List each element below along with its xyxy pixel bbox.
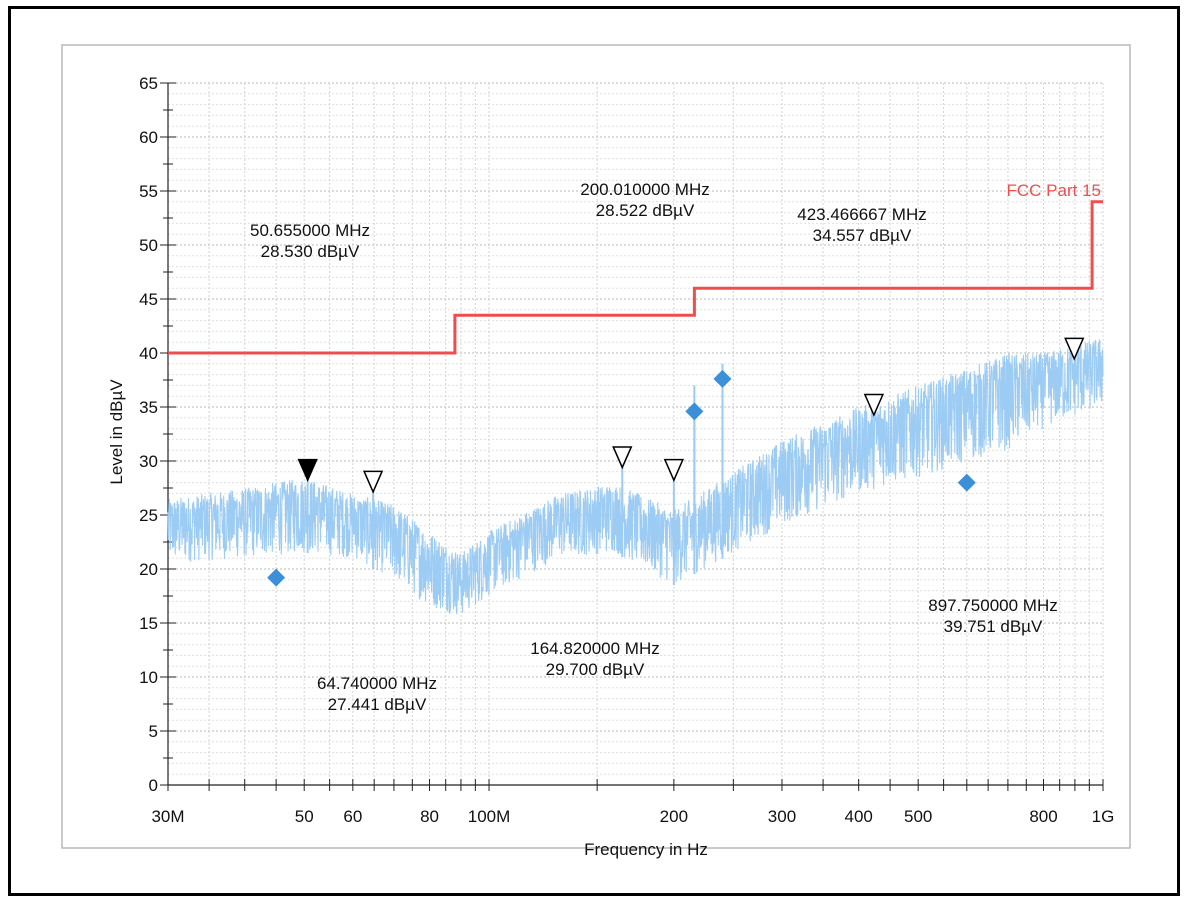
x-axis-title: Frequency in Hz	[584, 840, 708, 859]
peak-markers	[297, 337, 1085, 494]
quasi-peak-diamond	[267, 568, 286, 587]
quasi-peak-diamond	[685, 402, 704, 421]
marker-label-frequency: 897.750000 MHz	[928, 596, 1057, 615]
peak-marker-open	[612, 446, 633, 470]
x-tick-label: 80	[420, 807, 439, 826]
x-tick-label: 100M	[468, 807, 511, 826]
marker-label-level: 29.700 dBµV	[546, 660, 645, 679]
quasi-peak-diamond	[957, 473, 976, 492]
chart-panel	[61, 44, 1131, 849]
y-tick-label: 55	[139, 182, 158, 201]
y-axis-title: Level in dBµV	[107, 379, 126, 485]
peak-marker-open	[1064, 337, 1085, 361]
peak-marker-filled	[297, 458, 318, 482]
y-tick-label: 60	[139, 128, 158, 147]
y-tick-label: 25	[139, 506, 158, 525]
limit-line-group: FCC Part 15	[168, 181, 1103, 355]
peak-marker-open	[663, 458, 685, 483]
marker-label-frequency: 164.820000 MHz	[530, 639, 659, 658]
x-tick-label: 800	[1029, 807, 1057, 826]
marker-label-level: 28.530 dBµV	[261, 242, 360, 261]
marker-label-frequency: 200.010000 MHz	[580, 180, 709, 199]
axes: 0 5 10 15 20 25 30 35 40 45 50 55 60 65 30M 50 60 80 100M 2…	[139, 74, 1114, 826]
y-tick-label: 45	[139, 290, 158, 309]
x-tick-label: 50	[295, 807, 314, 826]
marker-label-frequency: 50.655000 MHz	[250, 221, 370, 240]
x-tick-label: 60	[343, 807, 362, 826]
y-tick-label: 35	[139, 398, 158, 417]
marker-label-level: 34.557 dBµV	[813, 226, 912, 245]
y-tick-label: 40	[139, 344, 158, 363]
marker-label-level: 39.751 dBµV	[944, 617, 1043, 636]
peak-marker-open	[362, 470, 384, 494]
x-tick-label: 300	[768, 807, 796, 826]
marker-label-level: 28.522 dBµV	[596, 201, 695, 220]
y-tick-label: 30	[139, 452, 158, 471]
x-tick-label: 1G	[1092, 807, 1115, 826]
y-tick-label: 5	[149, 722, 158, 741]
x-tick-label: 500	[904, 807, 932, 826]
limit-line	[168, 200, 1103, 355]
y-tick-label: 0	[149, 776, 158, 795]
y-tick-label: 10	[139, 668, 158, 687]
trace-line	[167, 339, 1104, 615]
marker-label-frequency: 423.466667 MHz	[797, 205, 926, 224]
y-tick-label: 15	[139, 614, 158, 633]
y-tick-label: 20	[139, 560, 158, 579]
marker-labels: 50.655000 MHz 28.530 dBµV 64.740000 MHz 27.…	[250, 180, 1058, 714]
x-tick-label: 400	[844, 807, 872, 826]
quasi-peak-diamond	[713, 369, 732, 388]
limit-line-label: FCC Part 15	[1007, 181, 1101, 200]
peak-marker-open	[863, 393, 885, 417]
y-tick-label: 50	[139, 236, 158, 255]
x-tick-label: 30M	[151, 807, 184, 826]
y-tick-label: 65	[139, 74, 158, 93]
quasi-peak-points	[267, 369, 976, 587]
x-tick-label: 200	[660, 807, 688, 826]
marker-label-level: 27.441 dBµV	[328, 695, 427, 714]
marker-label-frequency: 64.740000 MHz	[317, 674, 437, 693]
grid	[167, 82, 1104, 786]
